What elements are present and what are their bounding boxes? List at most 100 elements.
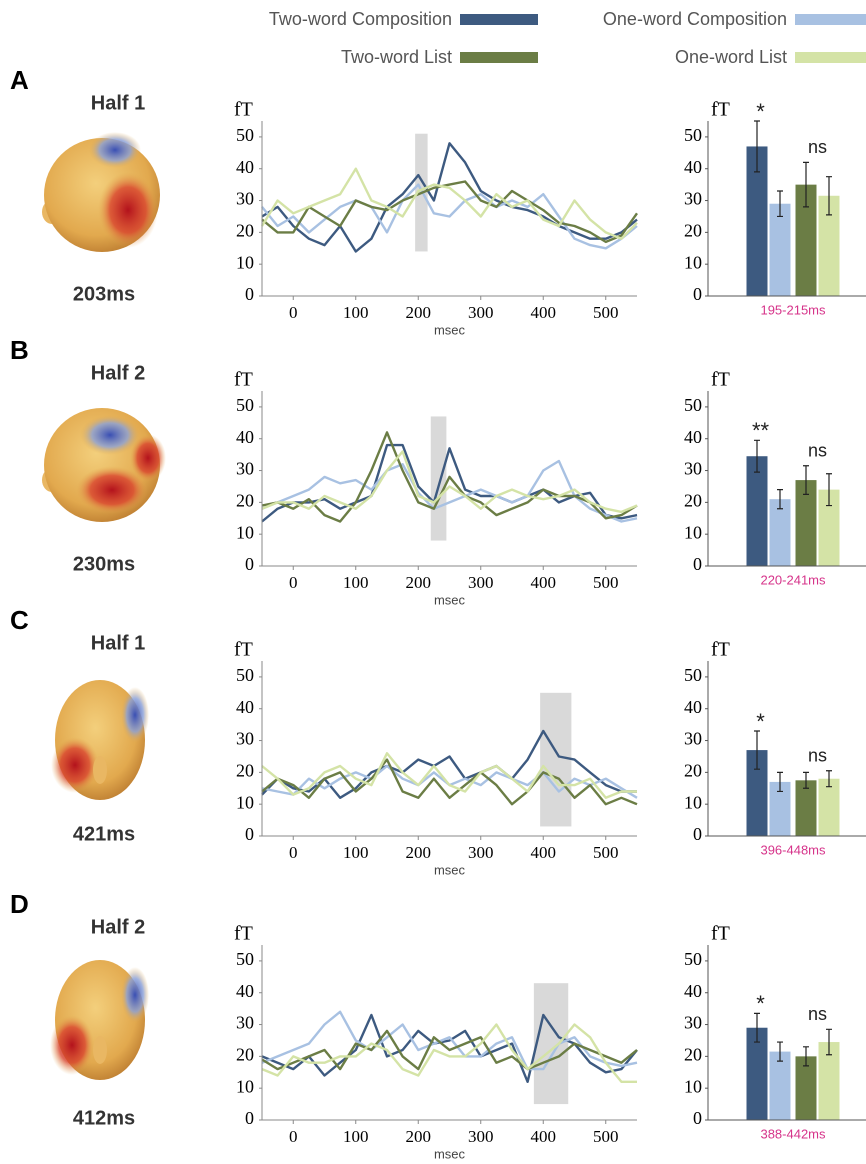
panel-title: Half 1 — [91, 632, 145, 654]
y-tick-label: 20 — [236, 1044, 254, 1064]
significance-mark: * — [756, 99, 765, 124]
latency-label: 203ms — [73, 283, 135, 305]
significance-mark: ns — [808, 746, 827, 766]
x-tick-label: 100 — [343, 843, 369, 862]
x-tick-label: 100 — [343, 1127, 369, 1146]
x-tick-label: 0 — [289, 1127, 298, 1146]
y-tick-label: 0 — [245, 554, 254, 574]
y-tick-label: 50 — [236, 949, 254, 969]
y-tick-label: 20 — [684, 1044, 702, 1064]
x-tick-label: 300 — [468, 843, 494, 862]
significance-mark: * — [756, 991, 765, 1016]
series-line — [262, 182, 637, 242]
x-tick-label: 0 — [289, 573, 298, 592]
legend-swatch — [795, 52, 866, 63]
x-tick-label: 500 — [593, 1127, 619, 1146]
significance-mark: ns — [808, 137, 827, 157]
y-tick-label: 0 — [245, 1108, 254, 1128]
y-axis-label: fT — [711, 99, 730, 121]
x-tick-label: 200 — [406, 843, 432, 862]
head-map — [50, 960, 149, 1080]
legend-label: One-word List — [675, 47, 787, 67]
y-tick-label: 10 — [684, 252, 702, 272]
y-axis-label: fT — [234, 99, 253, 121]
legend-label: Two-word Composition — [269, 9, 452, 29]
y-tick-label: 50 — [684, 125, 702, 145]
y-tick-label: 20 — [236, 220, 254, 240]
x-tick-label: 400 — [531, 1127, 557, 1146]
x-axis-label: msec — [434, 1146, 466, 1161]
y-tick-label: 50 — [684, 949, 702, 969]
series-line — [262, 461, 637, 522]
head-map — [51, 680, 149, 800]
y-tick-label: 0 — [245, 284, 254, 304]
y-tick-label: 30 — [236, 1013, 254, 1033]
y-tick-label: 50 — [236, 665, 254, 685]
series-line — [262, 753, 637, 798]
bar — [770, 204, 791, 296]
y-tick-label: 30 — [684, 1013, 702, 1033]
y-tick-label: 20 — [236, 760, 254, 780]
panel-title: Half 2 — [91, 362, 145, 384]
y-tick-label: 10 — [236, 522, 254, 542]
y-tick-label: 40 — [684, 157, 702, 177]
legend-swatch — [460, 52, 538, 63]
latency-label: 230ms — [73, 553, 135, 575]
panel-letter: B — [10, 335, 29, 365]
window-label: 388-442ms — [760, 1126, 826, 1141]
y-axis-label: fT — [711, 639, 730, 661]
x-axis-label: msec — [434, 322, 466, 337]
y-tick-label: 40 — [684, 981, 702, 1001]
significance-mark: ** — [752, 418, 770, 443]
highlight-window — [540, 693, 571, 827]
y-tick-label: 20 — [236, 490, 254, 510]
bar — [770, 1052, 791, 1120]
figure: Two-word Composition One-word Composition… — [0, 0, 866, 1164]
y-tick-label: 0 — [693, 284, 702, 304]
x-axis-label: msec — [434, 862, 466, 877]
x-tick-label: 300 — [468, 303, 494, 322]
y-tick-label: 40 — [236, 697, 254, 717]
x-tick-label: 500 — [593, 843, 619, 862]
x-tick-label: 300 — [468, 573, 494, 592]
series-line — [262, 1015, 637, 1082]
y-tick-label: 40 — [236, 981, 254, 1001]
y-tick-label: 30 — [684, 729, 702, 749]
y-tick-label: 20 — [684, 490, 702, 510]
y-tick-label: 30 — [684, 459, 702, 479]
x-tick-label: 200 — [406, 1127, 432, 1146]
x-tick-label: 400 — [531, 843, 557, 862]
y-axis-label: fT — [234, 923, 253, 945]
y-tick-label: 50 — [236, 125, 254, 145]
y-tick-label: 40 — [236, 427, 254, 447]
x-tick-label: 200 — [406, 573, 432, 592]
head-map — [42, 408, 166, 522]
series-line — [262, 185, 637, 249]
x-tick-label: 400 — [531, 573, 557, 592]
y-axis-label: fT — [711, 923, 730, 945]
y-tick-label: 0 — [693, 554, 702, 574]
panel-title: Half 1 — [91, 92, 145, 114]
significance-mark: ns — [808, 1004, 827, 1024]
y-tick-label: 10 — [684, 1076, 702, 1096]
legend-label: One-word Composition — [603, 9, 787, 29]
legend-label: Two-word List — [341, 47, 452, 67]
y-tick-label: 10 — [684, 522, 702, 542]
y-tick-label: 0 — [693, 1108, 702, 1128]
y-tick-label: 50 — [684, 395, 702, 415]
bar — [819, 779, 840, 836]
page: Two-word Composition One-word Composition… — [0, 0, 866, 1164]
series-line — [262, 432, 637, 521]
x-tick-label: 0 — [289, 303, 298, 322]
panel-title: Half 2 — [91, 916, 145, 938]
y-tick-label: 10 — [236, 1076, 254, 1096]
panel-letter: C — [10, 605, 29, 635]
y-tick-label: 50 — [236, 395, 254, 415]
y-axis-label: fT — [711, 369, 730, 391]
head-map — [42, 132, 160, 252]
y-tick-label: 0 — [693, 824, 702, 844]
x-tick-label: 300 — [468, 1127, 494, 1146]
y-tick-label: 30 — [236, 729, 254, 749]
panel-letter: A — [10, 65, 29, 95]
y-tick-label: 10 — [236, 252, 254, 272]
